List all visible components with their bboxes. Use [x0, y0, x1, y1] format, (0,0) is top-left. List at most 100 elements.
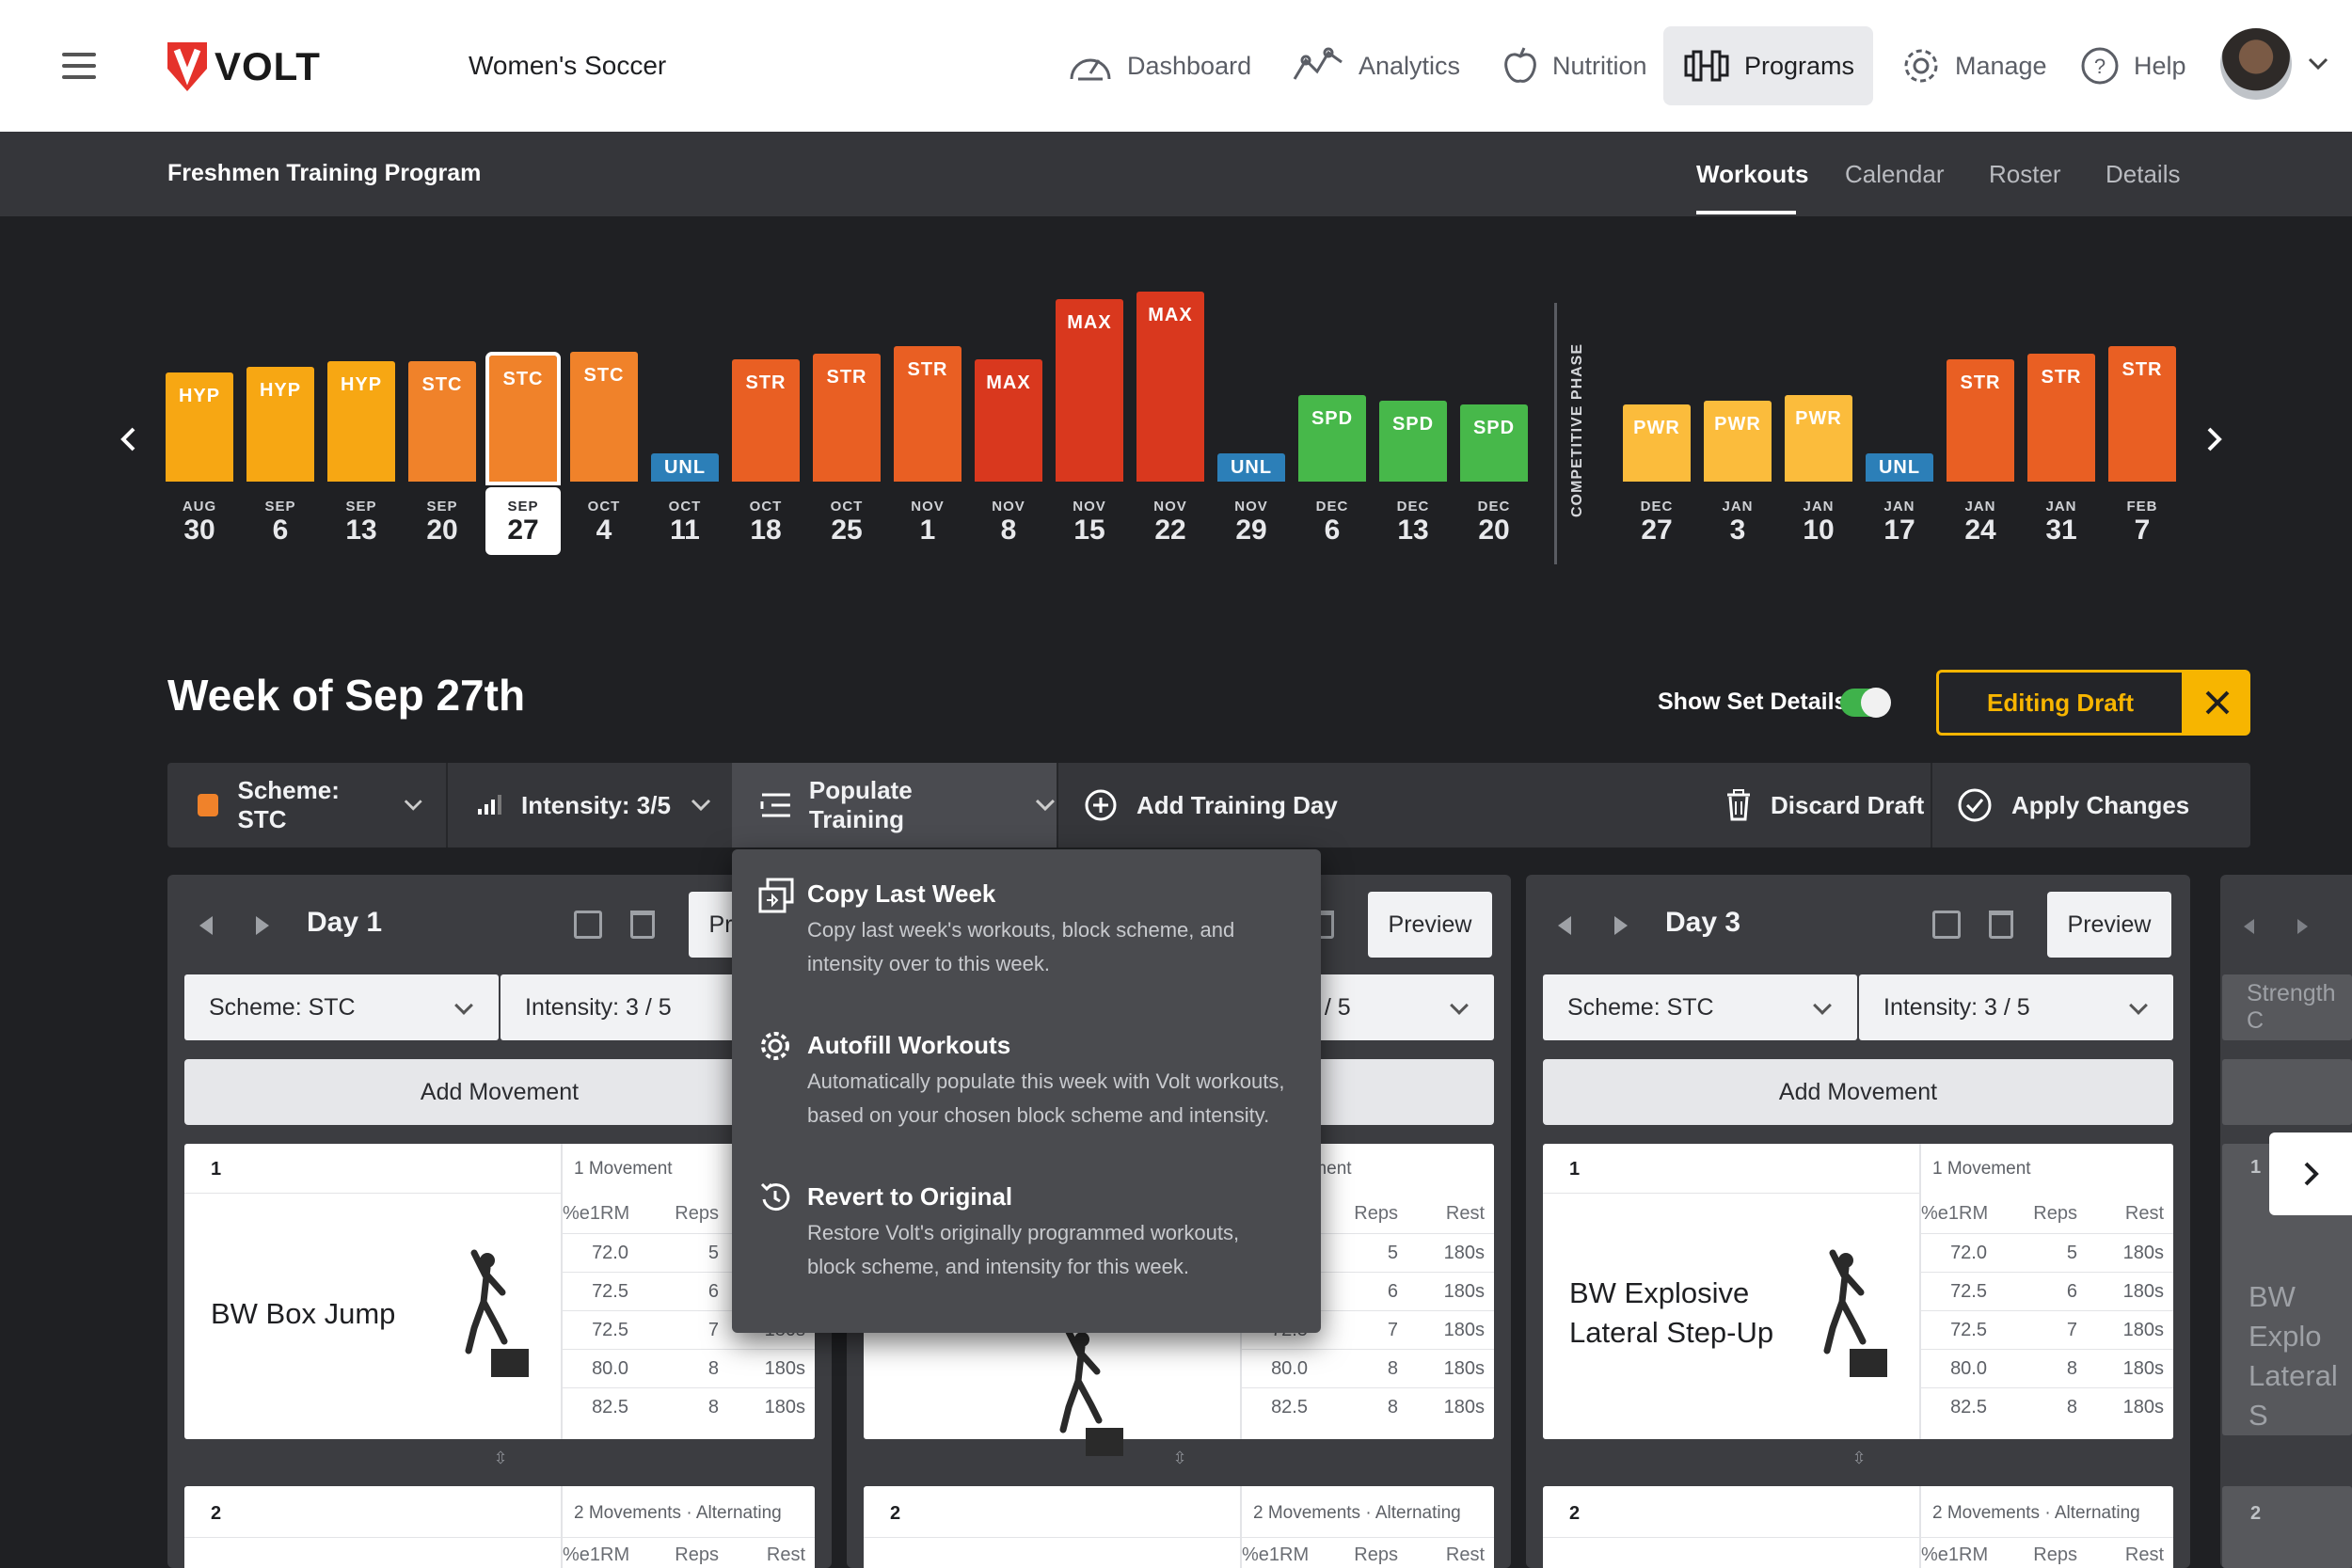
- preview-button[interactable]: Preview: [1368, 892, 1492, 958]
- scheme-select[interactable]: Scheme: STC: [1543, 974, 1857, 1040]
- week-date-label[interactable]: JAN 31: [2024, 499, 2099, 546]
- preview-button[interactable]: Preview: [2047, 892, 2171, 958]
- chart-next-chevron-icon[interactable]: [2198, 423, 2230, 455]
- week-date-label[interactable]: NOV 29: [1214, 499, 1289, 546]
- week-date-label[interactable]: DEC 6: [1295, 499, 1370, 546]
- week-date-label[interactable]: NOV 8: [971, 499, 1046, 546]
- week-bar-jan-3[interactable]: PWR: [1704, 401, 1772, 482]
- week-date-label[interactable]: SEP 20: [405, 499, 480, 546]
- week-date-label[interactable]: OCT 25: [809, 499, 884, 546]
- week-bar-nov-8[interactable]: MAX: [975, 359, 1042, 482]
- week-date-label[interactable]: DEC 20: [1456, 499, 1532, 546]
- week-bar-sep-20[interactable]: STC: [408, 361, 476, 482]
- exit-draft-button[interactable]: [2185, 670, 2250, 736]
- populate-training-button[interactable]: Populate Training: [732, 763, 1057, 847]
- week-bar-aug-30[interactable]: HYP: [166, 372, 233, 482]
- chevron-down-icon[interactable]: [2307, 56, 2329, 71]
- trash-icon[interactable]: [1989, 911, 2013, 939]
- menu-item-autofill-workouts[interactable]: Autofill Workouts Automatically populate…: [758, 1029, 1304, 1132]
- next-day-arrow-icon[interactable]: [2292, 916, 2312, 937]
- week-date-label[interactable]: JAN 3: [1700, 499, 1775, 546]
- menu-item-revert-to-original[interactable]: Revert to Original Restore Volt's origin…: [758, 1180, 1304, 1284]
- intensity-select[interactable]: Intensity: 3 / 5: [1859, 974, 2173, 1040]
- add-movement-button[interactable]: Add Movement: [184, 1059, 815, 1125]
- week-date-label[interactable]: NOV 1: [890, 499, 965, 546]
- week-bar-oct-18[interactable]: STR: [732, 359, 800, 482]
- volt-logo[interactable]: VOLT: [166, 40, 321, 94]
- week-date-label[interactable]: FEB 7: [2105, 499, 2180, 546]
- week-date-label[interactable]: SEP 6: [243, 499, 318, 546]
- partial-add-movement[interactable]: [2222, 1059, 2352, 1125]
- week-bar-oct-4[interactable]: STC: [570, 352, 638, 482]
- week-date-label[interactable]: OCT 4: [566, 499, 642, 546]
- week-bar-feb-7[interactable]: STR: [2108, 346, 2176, 482]
- week-bar-jan-24[interactable]: STR: [1947, 359, 2014, 482]
- duplicate-day-icon[interactable]: [574, 911, 602, 939]
- scheme-selector[interactable]: Scheme: STC: [198, 763, 423, 847]
- week-date-label[interactable]: JAN 24: [1943, 499, 2018, 546]
- scheme-select[interactable]: Scheme: STC: [184, 974, 499, 1040]
- week-bar-jan-10[interactable]: PWR: [1785, 395, 1852, 482]
- tab-details[interactable]: Details: [2106, 160, 2181, 188]
- week-bar-dec-13[interactable]: SPD: [1379, 401, 1447, 482]
- prev-day-arrow-icon[interactable]: [199, 916, 213, 935]
- week-day: 24: [1964, 515, 1996, 546]
- week-date-label[interactable]: OCT 11: [647, 499, 723, 546]
- tab-roster[interactable]: Roster: [1989, 160, 2061, 188]
- menu-item-copy-last-week[interactable]: Copy Last Week Copy last week's workouts…: [758, 878, 1304, 981]
- week-date-label[interactable]: SEP 27: [485, 487, 561, 555]
- week-date-label[interactable]: SEP 13: [324, 499, 399, 546]
- week-date-label[interactable]: JAN 10: [1781, 499, 1856, 546]
- week-date-label[interactable]: NOV 15: [1052, 499, 1127, 546]
- show-set-details-toggle[interactable]: [1840, 688, 1891, 718]
- week-bar-nov-22[interactable]: MAX: [1136, 292, 1204, 482]
- reorder-handle-icon[interactable]: ⇳: [493, 1449, 508, 1467]
- week-bar-dec-6[interactable]: SPD: [1298, 395, 1366, 482]
- chart-prev-chevron-icon[interactable]: [113, 423, 145, 455]
- nav-dashboard[interactable]: Dashboard: [1048, 26, 1270, 105]
- week-bar-dec-20[interactable]: SPD: [1460, 404, 1528, 482]
- nav-nutrition[interactable]: Nutrition: [1483, 26, 1666, 105]
- user-avatar[interactable]: [2220, 28, 2292, 100]
- tab-calendar[interactable]: Calendar: [1845, 160, 1945, 188]
- add-movement-button[interactable]: Add Movement: [1543, 1059, 2173, 1125]
- week-bar-oct-11[interactable]: UNL: [651, 453, 719, 482]
- week-bar-oct-25[interactable]: STR: [813, 354, 881, 482]
- reorder-handle-icon[interactable]: ⇳: [1851, 1449, 1867, 1467]
- week-bar-nov-29[interactable]: UNL: [1217, 453, 1285, 482]
- week-date-label[interactable]: OCT 18: [728, 499, 803, 546]
- intensity-selector[interactable]: Intensity: 3/5: [476, 763, 730, 847]
- week-bar-jan-17[interactable]: UNL: [1866, 453, 1933, 482]
- prev-day-arrow-icon[interactable]: [1558, 916, 1571, 935]
- nav-programs[interactable]: Programs: [1663, 26, 1874, 105]
- partial-scheme-select[interactable]: Strength C: [2222, 974, 2352, 1040]
- team-selector[interactable]: Women's Soccer: [469, 51, 667, 80]
- nav-manage[interactable]: Manage: [1882, 26, 2066, 105]
- next-day-arrow-icon[interactable]: [256, 916, 269, 935]
- tab-workouts[interactable]: Workouts: [1696, 160, 1809, 188]
- week-bar-nov-1[interactable]: STR: [894, 346, 961, 482]
- week-bar-sep-13[interactable]: HYP: [327, 361, 395, 482]
- week-bar-dec-27[interactable]: PWR: [1623, 404, 1691, 482]
- apply-changes-button[interactable]: Apply Changes: [1957, 763, 2189, 847]
- week-date-label[interactable]: AUG 30: [162, 499, 237, 546]
- discard-draft-button[interactable]: Discard Draft: [1725, 763, 1924, 847]
- week-date-label[interactable]: JAN 17: [1862, 499, 1937, 546]
- scroll-days-right-button[interactable]: [2269, 1132, 2352, 1215]
- nav-help[interactable]: ? Help: [2060, 26, 2205, 105]
- add-training-day-button[interactable]: Add Training Day: [1084, 763, 1338, 847]
- next-day-arrow-icon[interactable]: [1614, 916, 1628, 935]
- nav-analytics[interactable]: Analytics: [1272, 26, 1479, 105]
- reorder-handle-icon[interactable]: ⇳: [1172, 1449, 1187, 1467]
- duplicate-day-icon[interactable]: [1932, 911, 1961, 939]
- week-bar-sep-6[interactable]: HYP: [246, 367, 314, 482]
- week-bar-jan-31[interactable]: STR: [2027, 354, 2095, 482]
- trash-icon[interactable]: [630, 911, 655, 939]
- week-date-label[interactable]: DEC 27: [1619, 499, 1694, 546]
- week-date-label[interactable]: DEC 13: [1375, 499, 1451, 546]
- week-bar-sep-27[interactable]: STC: [485, 352, 561, 485]
- week-bar-nov-15[interactable]: MAX: [1056, 299, 1123, 482]
- week-date-label[interactable]: NOV 22: [1133, 499, 1208, 546]
- prev-day-arrow-icon[interactable]: [2239, 916, 2260, 937]
- hamburger-menu-icon[interactable]: [62, 53, 96, 79]
